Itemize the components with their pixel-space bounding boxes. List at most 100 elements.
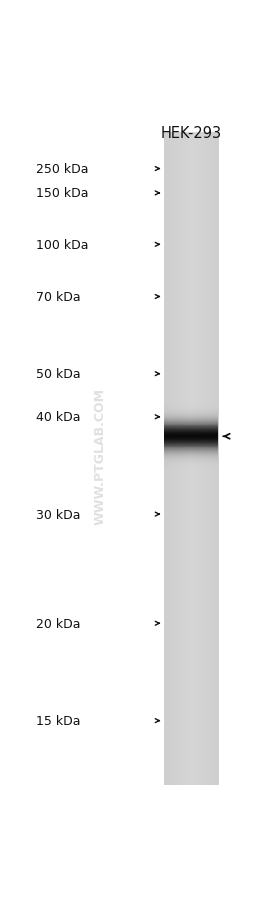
Bar [164, 444, 218, 445]
Bar [188, 133, 189, 786]
Bar [164, 453, 218, 454]
Bar [182, 133, 183, 786]
Bar [178, 133, 179, 786]
Bar [209, 133, 210, 786]
Bar [192, 133, 193, 786]
Bar [164, 467, 218, 468]
Bar [164, 402, 218, 403]
Bar [164, 414, 218, 415]
Bar [164, 431, 218, 432]
Bar [175, 133, 176, 786]
Bar [167, 133, 168, 786]
Bar [187, 133, 188, 786]
Bar [172, 133, 173, 786]
Bar [164, 450, 218, 451]
Bar [164, 408, 218, 409]
Bar [164, 456, 218, 457]
Bar [164, 404, 218, 405]
Bar [164, 409, 218, 410]
Bar [164, 419, 218, 420]
Bar [164, 452, 218, 453]
Bar [196, 133, 197, 786]
Bar [164, 446, 218, 447]
Bar [164, 418, 218, 419]
Bar [209, 133, 210, 786]
Bar [164, 428, 218, 430]
Bar [216, 133, 217, 786]
Bar [182, 133, 183, 786]
Bar [164, 441, 218, 442]
Bar [185, 133, 186, 786]
Bar [164, 434, 218, 435]
Bar [176, 133, 177, 786]
Bar [170, 133, 171, 786]
Bar [164, 471, 218, 472]
Bar [164, 426, 218, 427]
Text: 30 kDa: 30 kDa [36, 508, 81, 521]
Bar [201, 133, 202, 786]
Bar [164, 422, 218, 423]
Bar [168, 133, 169, 786]
Bar [213, 133, 214, 786]
Bar [164, 405, 218, 406]
Bar [164, 468, 218, 469]
Bar [204, 133, 205, 786]
Bar [164, 463, 218, 464]
Bar [164, 437, 218, 438]
Bar [164, 465, 218, 466]
Bar [164, 449, 218, 450]
Bar [164, 445, 218, 446]
Bar [191, 133, 192, 786]
Bar [164, 439, 218, 440]
Bar [164, 133, 165, 786]
Bar [171, 133, 172, 786]
Bar [200, 133, 201, 786]
Bar [216, 133, 217, 786]
Text: 250 kDa: 250 kDa [36, 163, 88, 176]
Text: 150 kDa: 150 kDa [36, 188, 88, 200]
Bar [193, 133, 194, 786]
Bar [164, 457, 218, 458]
Bar [164, 435, 218, 436]
Bar [164, 427, 218, 428]
Bar [164, 454, 218, 455]
Text: 50 kDa: 50 kDa [36, 368, 81, 381]
Bar [208, 133, 209, 786]
Bar [175, 133, 176, 786]
Bar [164, 451, 218, 452]
Bar [217, 133, 218, 786]
Bar [174, 133, 175, 786]
Bar [164, 464, 218, 465]
Bar [183, 133, 184, 786]
Bar [204, 133, 205, 786]
Bar [186, 133, 187, 786]
Bar [164, 410, 218, 411]
Bar [164, 470, 218, 471]
Bar [210, 133, 211, 786]
Bar [218, 133, 219, 786]
Bar [172, 133, 173, 786]
Bar [164, 455, 218, 456]
Bar [164, 400, 218, 401]
Bar [164, 443, 218, 444]
Bar [183, 133, 184, 786]
Bar [215, 133, 216, 786]
Bar [199, 133, 200, 786]
Bar [164, 415, 218, 416]
Bar [164, 458, 218, 459]
Bar [164, 469, 218, 470]
Bar [164, 399, 218, 400]
Bar [189, 133, 190, 786]
Bar [207, 133, 208, 786]
Bar [189, 133, 190, 786]
Bar [164, 421, 218, 422]
Bar [164, 425, 218, 426]
Bar [215, 133, 216, 786]
Bar [164, 459, 218, 460]
Bar [164, 472, 218, 473]
Bar [164, 411, 218, 412]
Bar [190, 133, 191, 786]
Bar [197, 133, 198, 786]
Bar [164, 473, 218, 474]
Text: WWW.PTGLAB.COM: WWW.PTGLAB.COM [94, 387, 107, 524]
